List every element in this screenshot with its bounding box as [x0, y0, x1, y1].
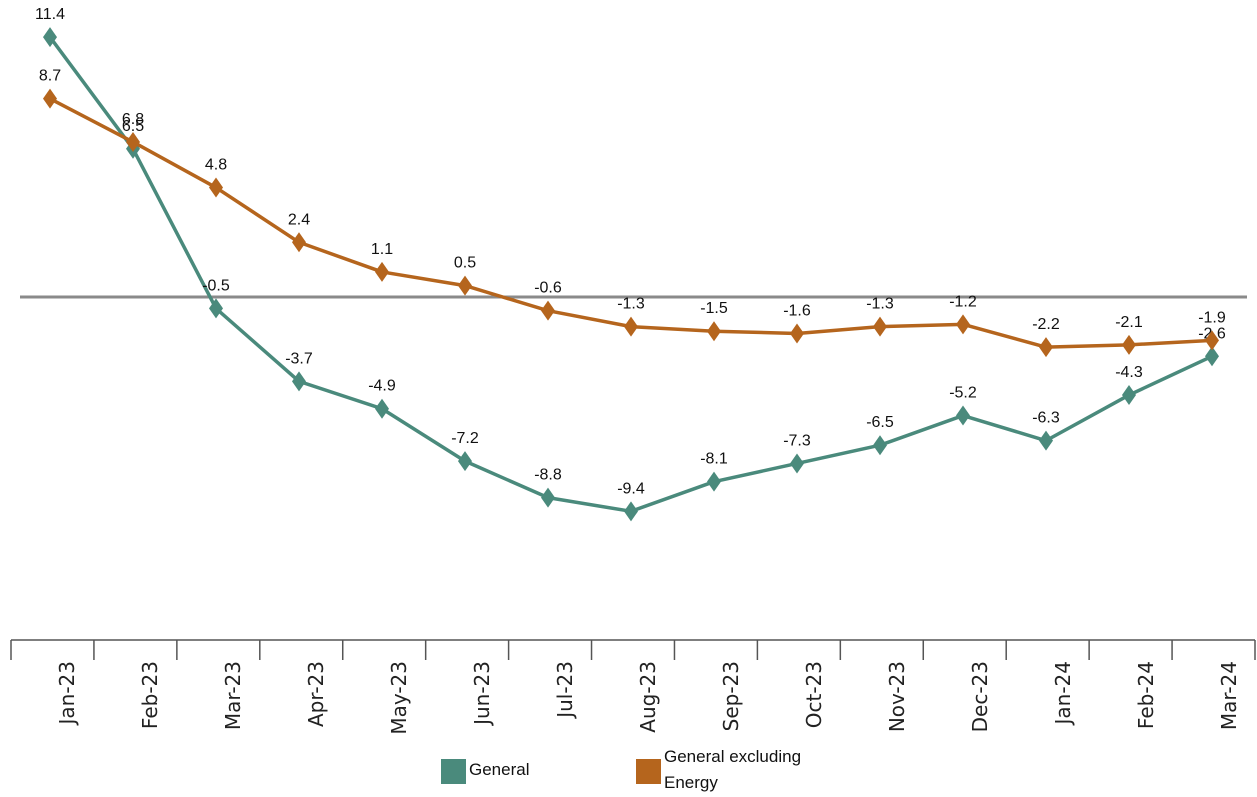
data-label-general-excluding-energy: -1.5: [700, 300, 728, 317]
legend: General General excluding Energy: [0, 744, 1257, 797]
data-label-general-excluding-energy: -1.3: [617, 296, 645, 313]
data-point-general: [458, 451, 472, 472]
data-point-general-excluding-energy: [541, 300, 555, 321]
x-tick-label: Nov-23: [885, 661, 909, 732]
data-label-general: -4.9: [368, 378, 396, 395]
data-label-general-excluding-energy: 0.5: [454, 255, 476, 272]
data-point-general-excluding-energy: [209, 177, 223, 198]
data-label-general-excluding-energy: 4.8: [205, 157, 227, 174]
data-label-general-excluding-energy: 6.8: [122, 111, 144, 128]
data-point-general: [43, 27, 57, 48]
legend-item-general-excluding-energy: General excluding Energy: [636, 744, 834, 796]
data-label-general: -8.1: [700, 451, 728, 468]
line-chart: Jan-23 Feb-23 Mar-23 Apr-23 May-23 Jun-23 Jul-…: [10, 6, 1256, 735]
data-point-general: [873, 435, 887, 456]
data-point-general-excluding-energy: [707, 321, 721, 342]
data-label-general-excluding-energy: 2.4: [288, 211, 310, 228]
data-point-general-excluding-energy: [1122, 334, 1136, 355]
data-point-general: [541, 487, 555, 508]
data-label-general: -0.5: [202, 277, 230, 294]
data-point-general-excluding-energy: [43, 88, 57, 109]
data-label-general-excluding-energy: -1.3: [866, 296, 894, 313]
data-label-general: -4.3: [1115, 364, 1143, 381]
data-point-general-excluding-energy: [624, 316, 638, 337]
data-label-general-excluding-energy: 8.7: [39, 68, 61, 85]
data-point-general-excluding-energy: [458, 275, 472, 296]
data-label-general: -7.2: [451, 430, 479, 447]
data-point-general: [956, 405, 970, 426]
data-point-general-excluding-energy: [873, 316, 887, 337]
series-line-general: [48, 36, 1213, 514]
x-tick-label: Feb-24: [1134, 661, 1158, 729]
legend-label-general-excluding-energy: General excluding Energy: [664, 747, 802, 792]
x-tick-label: Oct-23: [802, 661, 826, 728]
data-label-general-excluding-energy: -1.6: [783, 302, 811, 319]
x-axis: Jan-23 Feb-23 Mar-23 Apr-23 May-23 Jun-23 Jul-…: [10, 639, 1256, 735]
data-label-general: -9.4: [617, 480, 645, 497]
series-general: 11.4 6.5 -0.5 -3.7 -4.9 -7.2 -8.8 -9.4 -8.1 -7.3 -…: [35, 6, 1226, 522]
legend-swatch-general: [441, 759, 466, 784]
data-point-general: [1122, 385, 1136, 406]
data-point-general: [1205, 346, 1219, 367]
data-point-general: [1039, 430, 1053, 451]
x-tick-label: May-23: [387, 661, 411, 735]
data-point-general-excluding-energy: [375, 261, 389, 282]
data-label-general: 11.4: [35, 6, 65, 23]
data-point-general: [790, 453, 804, 474]
series-general-excluding-energy: 8.7 6.8 4.8 2.4 1.1 0.5 -0.6 -1.3 -1.5 -1.6 -1.3 -1…: [39, 68, 1226, 358]
data-label-general: 6.5: [122, 118, 144, 135]
x-tick-label: Dec-23: [968, 661, 992, 732]
x-tick-label: Jun-23: [470, 661, 494, 727]
data-label-general: -5.2: [949, 385, 977, 402]
data-point-general-excluding-energy: [292, 232, 306, 253]
data-label-general: -8.8: [534, 467, 562, 484]
x-tick-label: Jul-23: [553, 661, 577, 720]
data-label-general-excluding-energy: 1.1: [371, 241, 393, 258]
x-tick-label: Mar-24: [1217, 661, 1241, 730]
data-label-general: -3.7: [285, 350, 313, 367]
data-point-general-excluding-energy: [956, 314, 970, 335]
data-label-general-excluding-energy: -0.6: [534, 280, 562, 297]
x-tick-label: Mar-23: [221, 661, 245, 730]
legend-item-general: General: [441, 744, 529, 784]
x-tick-label: Aug-23: [636, 661, 660, 733]
x-tick-label: Jan-23: [55, 661, 79, 727]
data-point-general: [624, 501, 638, 522]
data-label-general: -7.3: [783, 432, 811, 449]
x-tick-label: Jan-24: [1051, 661, 1075, 727]
data-label-general: -6.3: [1032, 410, 1060, 427]
data-point-general-excluding-energy: [1039, 337, 1053, 358]
data-label-general-excluding-energy: -2.2: [1032, 316, 1060, 333]
series-layer: 11.4 6.5 -0.5 -3.7 -4.9 -7.2 -8.8 -9.4 -8.1 -7.3 -…: [35, 6, 1226, 522]
x-tick-label: Feb-23: [138, 661, 162, 729]
data-point-general: [292, 371, 306, 392]
legend-label-general: General: [469, 760, 530, 779]
x-tick-label: Sep-23: [719, 661, 743, 731]
data-point-general: [209, 298, 223, 319]
data-point-general-excluding-energy: [126, 131, 140, 152]
x-tick-label: Apr-23: [304, 661, 328, 727]
data-point-general-excluding-energy: [1205, 330, 1219, 351]
data-point-general: [707, 471, 721, 492]
data-point-general-excluding-energy: [790, 323, 804, 344]
data-label-general-excluding-energy: -1.2: [949, 293, 977, 310]
data-label-general-excluding-energy: -2.1: [1115, 314, 1143, 331]
data-point-general: [375, 398, 389, 419]
data-label-general: -6.5: [866, 414, 894, 431]
data-label-general-excluding-energy: -1.9: [1198, 309, 1226, 326]
legend-swatch-general-excluding-energy: [636, 759, 661, 784]
